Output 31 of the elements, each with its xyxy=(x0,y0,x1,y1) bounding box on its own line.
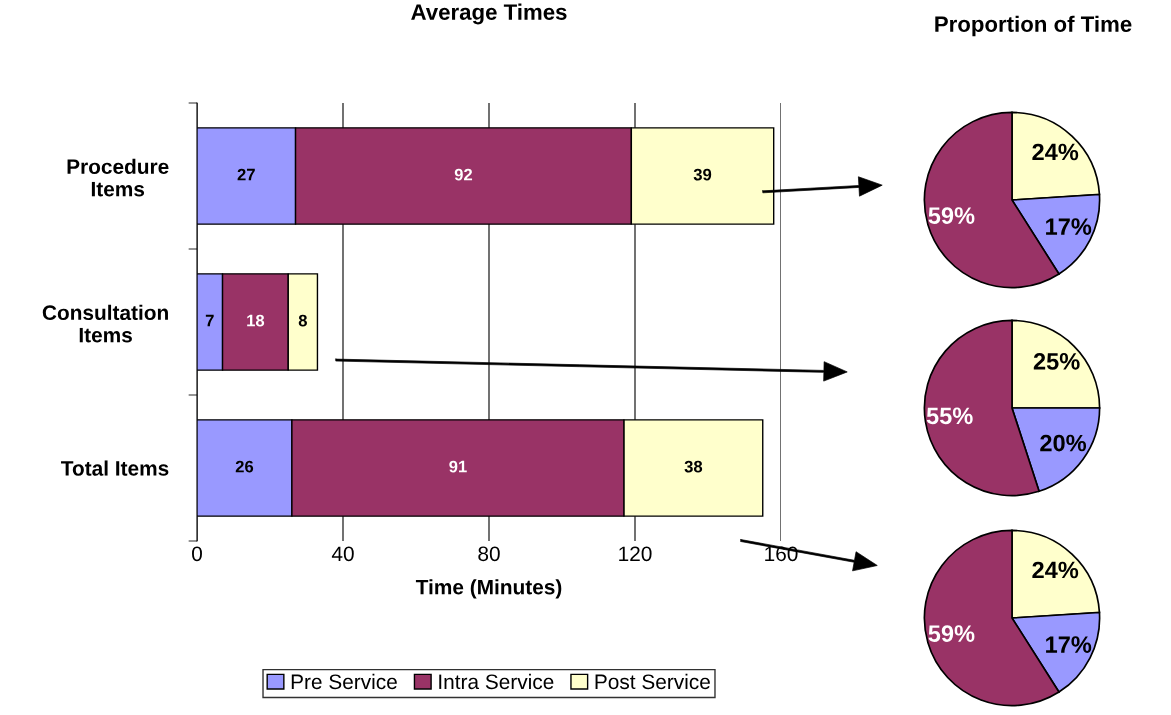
data-label: 25% xyxy=(1033,353,1080,370)
data-label: 59% xyxy=(928,625,975,642)
data-label: 39 xyxy=(693,168,712,181)
data-label: 18 xyxy=(247,314,265,327)
data-label: 38 xyxy=(684,460,703,473)
data-label: 7 xyxy=(205,314,214,327)
legend-label: Intra Service xyxy=(439,673,554,690)
chart-title: Average Times xyxy=(411,3,567,25)
y-tick-label: Procedure Items xyxy=(67,158,169,197)
legend-label: Post Service xyxy=(595,673,710,690)
data-label: 92 xyxy=(454,168,473,181)
data-label: 24% xyxy=(1032,143,1079,161)
data-label: 8 xyxy=(298,314,307,327)
data-label: 17% xyxy=(1046,636,1092,653)
x-tick-label: 120 xyxy=(619,546,652,562)
data-label: 26 xyxy=(235,460,254,473)
data-label: 24% xyxy=(1032,561,1079,579)
x-tick-label: 80 xyxy=(478,546,500,562)
data-label: 27 xyxy=(237,168,255,181)
data-label: 20% xyxy=(1040,434,1087,452)
chart-title: Proportion of Time xyxy=(935,15,1132,37)
x-tick-label: 0 xyxy=(192,546,202,562)
data-label: 55% xyxy=(926,407,973,425)
data-label: 17% xyxy=(1046,218,1092,235)
x-axis-title: Time (Minutes) xyxy=(415,579,562,599)
data-label: 59% xyxy=(928,207,975,224)
legend-label: Pre Service xyxy=(291,673,397,690)
data-label: 91 xyxy=(449,460,467,473)
y-tick-label: Consultation Items xyxy=(42,304,168,343)
y-tick-label: Total Items xyxy=(61,460,169,476)
x-tick-label: 40 xyxy=(331,546,354,562)
